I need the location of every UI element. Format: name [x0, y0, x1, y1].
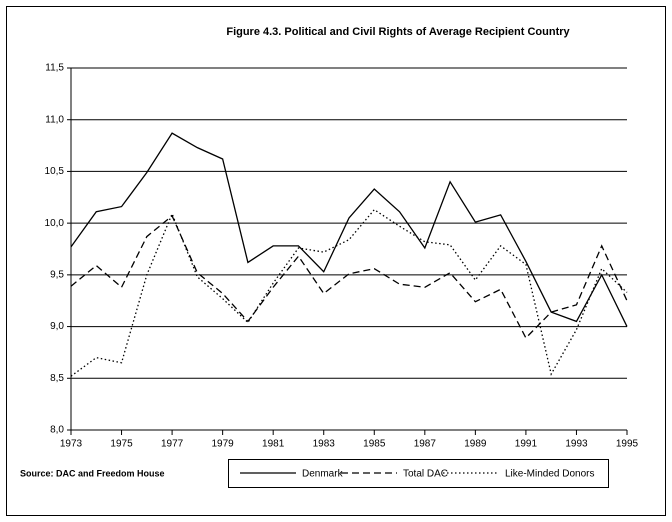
y-tick-label: 8,5 [50, 373, 64, 384]
legend-label: Like-Minded Donors [505, 469, 595, 480]
x-tick-label: 1993 [565, 439, 588, 450]
source-note: Source: DAC and Freedom House [20, 468, 165, 478]
x-tick-label: 1975 [110, 439, 133, 450]
y-tick-label: 11,0 [45, 114, 64, 125]
chart-frame [6, 6, 666, 516]
x-tick-label: 1983 [313, 439, 336, 450]
legend-box [228, 459, 609, 488]
legend-label: Denmark [302, 469, 344, 480]
legend-label: Total DAC [403, 469, 448, 480]
y-tick-label: 9,0 [50, 321, 64, 332]
y-tick-label: 10,0 [45, 218, 65, 229]
x-tick-label: 1977 [161, 439, 184, 450]
chart-title: Figure 4.3. Political and Civil Rights o… [226, 26, 570, 38]
x-tick-label: 1973 [60, 439, 83, 450]
x-tick-label: 1979 [212, 439, 235, 450]
x-tick-label: 1985 [363, 439, 386, 450]
x-tick-label: 1991 [515, 439, 538, 450]
y-tick-label: 10,5 [45, 166, 65, 177]
series-line [70, 132, 628, 327]
y-tick-label: 8,0 [50, 425, 64, 436]
series-line [70, 208, 628, 377]
series-line [70, 214, 628, 340]
y-tick-label: 11,5 [45, 63, 64, 74]
x-tick-label: 1981 [262, 439, 285, 450]
x-tick-label: 1987 [414, 439, 437, 450]
x-tick-label: 1995 [616, 439, 639, 450]
x-tick-label: 1989 [464, 439, 487, 450]
y-tick-label: 9,5 [50, 269, 64, 280]
